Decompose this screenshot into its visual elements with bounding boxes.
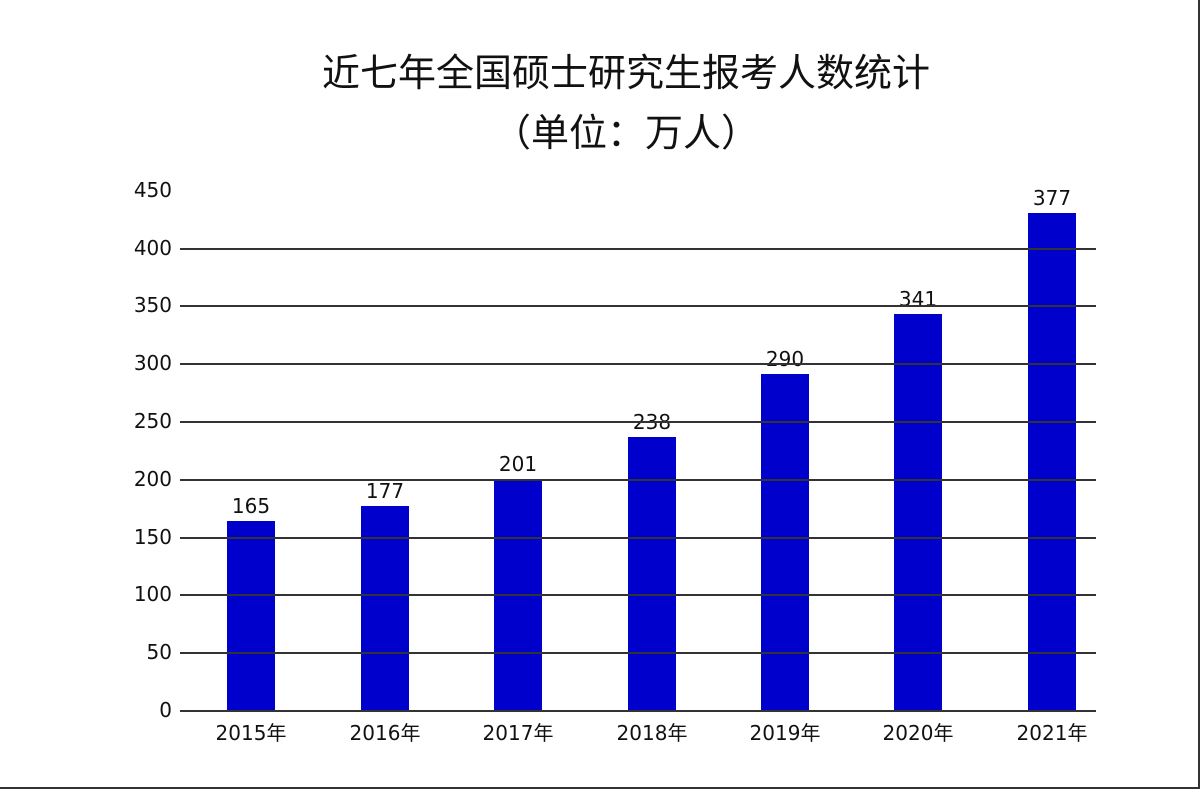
x-tick-label: 2016年 — [349, 721, 421, 745]
data-label: 177 — [365, 479, 405, 503]
y-tick-label: 450 — [133, 177, 172, 202]
x-tick-label: 2017年 — [482, 721, 554, 745]
y-tick-label: 400 — [133, 235, 172, 260]
y-tick-label: 100 — [133, 582, 172, 607]
x-tick-label: 2015年 — [215, 721, 287, 745]
chart-title: 近七年全国硕士研究生报考人数统计 — [321, 51, 930, 95]
gridline — [180, 536, 1096, 539]
chart-subtitle: （单位：万人） — [492, 111, 759, 155]
data-label: 377 — [1032, 186, 1072, 210]
y-tick-label: 300 — [133, 351, 172, 376]
bar-2016 — [361, 506, 409, 711]
gridline — [180, 421, 1096, 423]
x-tick-label: 2018年 — [616, 721, 688, 745]
gridline — [180, 305, 1096, 308]
x-tick-label: 2021年 — [1016, 721, 1088, 745]
x-axis-line — [180, 710, 1096, 712]
bar-2015 — [227, 521, 275, 711]
y-tick-label: 200 — [133, 466, 172, 491]
data-label: 201 — [498, 452, 538, 476]
bar-2019 — [761, 374, 809, 711]
x-tick-label: 2019年 — [749, 721, 821, 745]
y-tick-label: 350 — [133, 293, 172, 318]
y-tick-label: 0 — [159, 698, 172, 722]
gridline — [180, 594, 1096, 597]
x-tick-label: 2020年 — [882, 721, 954, 745]
data-label: 290 — [765, 347, 805, 371]
y-tick-label: 150 — [133, 524, 172, 549]
data-label: 341 — [898, 287, 938, 311]
gridline — [180, 247, 1096, 250]
bar-2020 — [894, 314, 942, 711]
y-tick-label: 250 — [133, 409, 172, 433]
gridline — [180, 478, 1096, 481]
bar-2018 — [628, 437, 676, 711]
y-tick-label: 50 — [146, 640, 172, 665]
gridline — [180, 363, 1096, 366]
bar-2021 — [1028, 213, 1076, 711]
data-label: 165 — [231, 494, 271, 518]
gridline — [180, 652, 1096, 655]
